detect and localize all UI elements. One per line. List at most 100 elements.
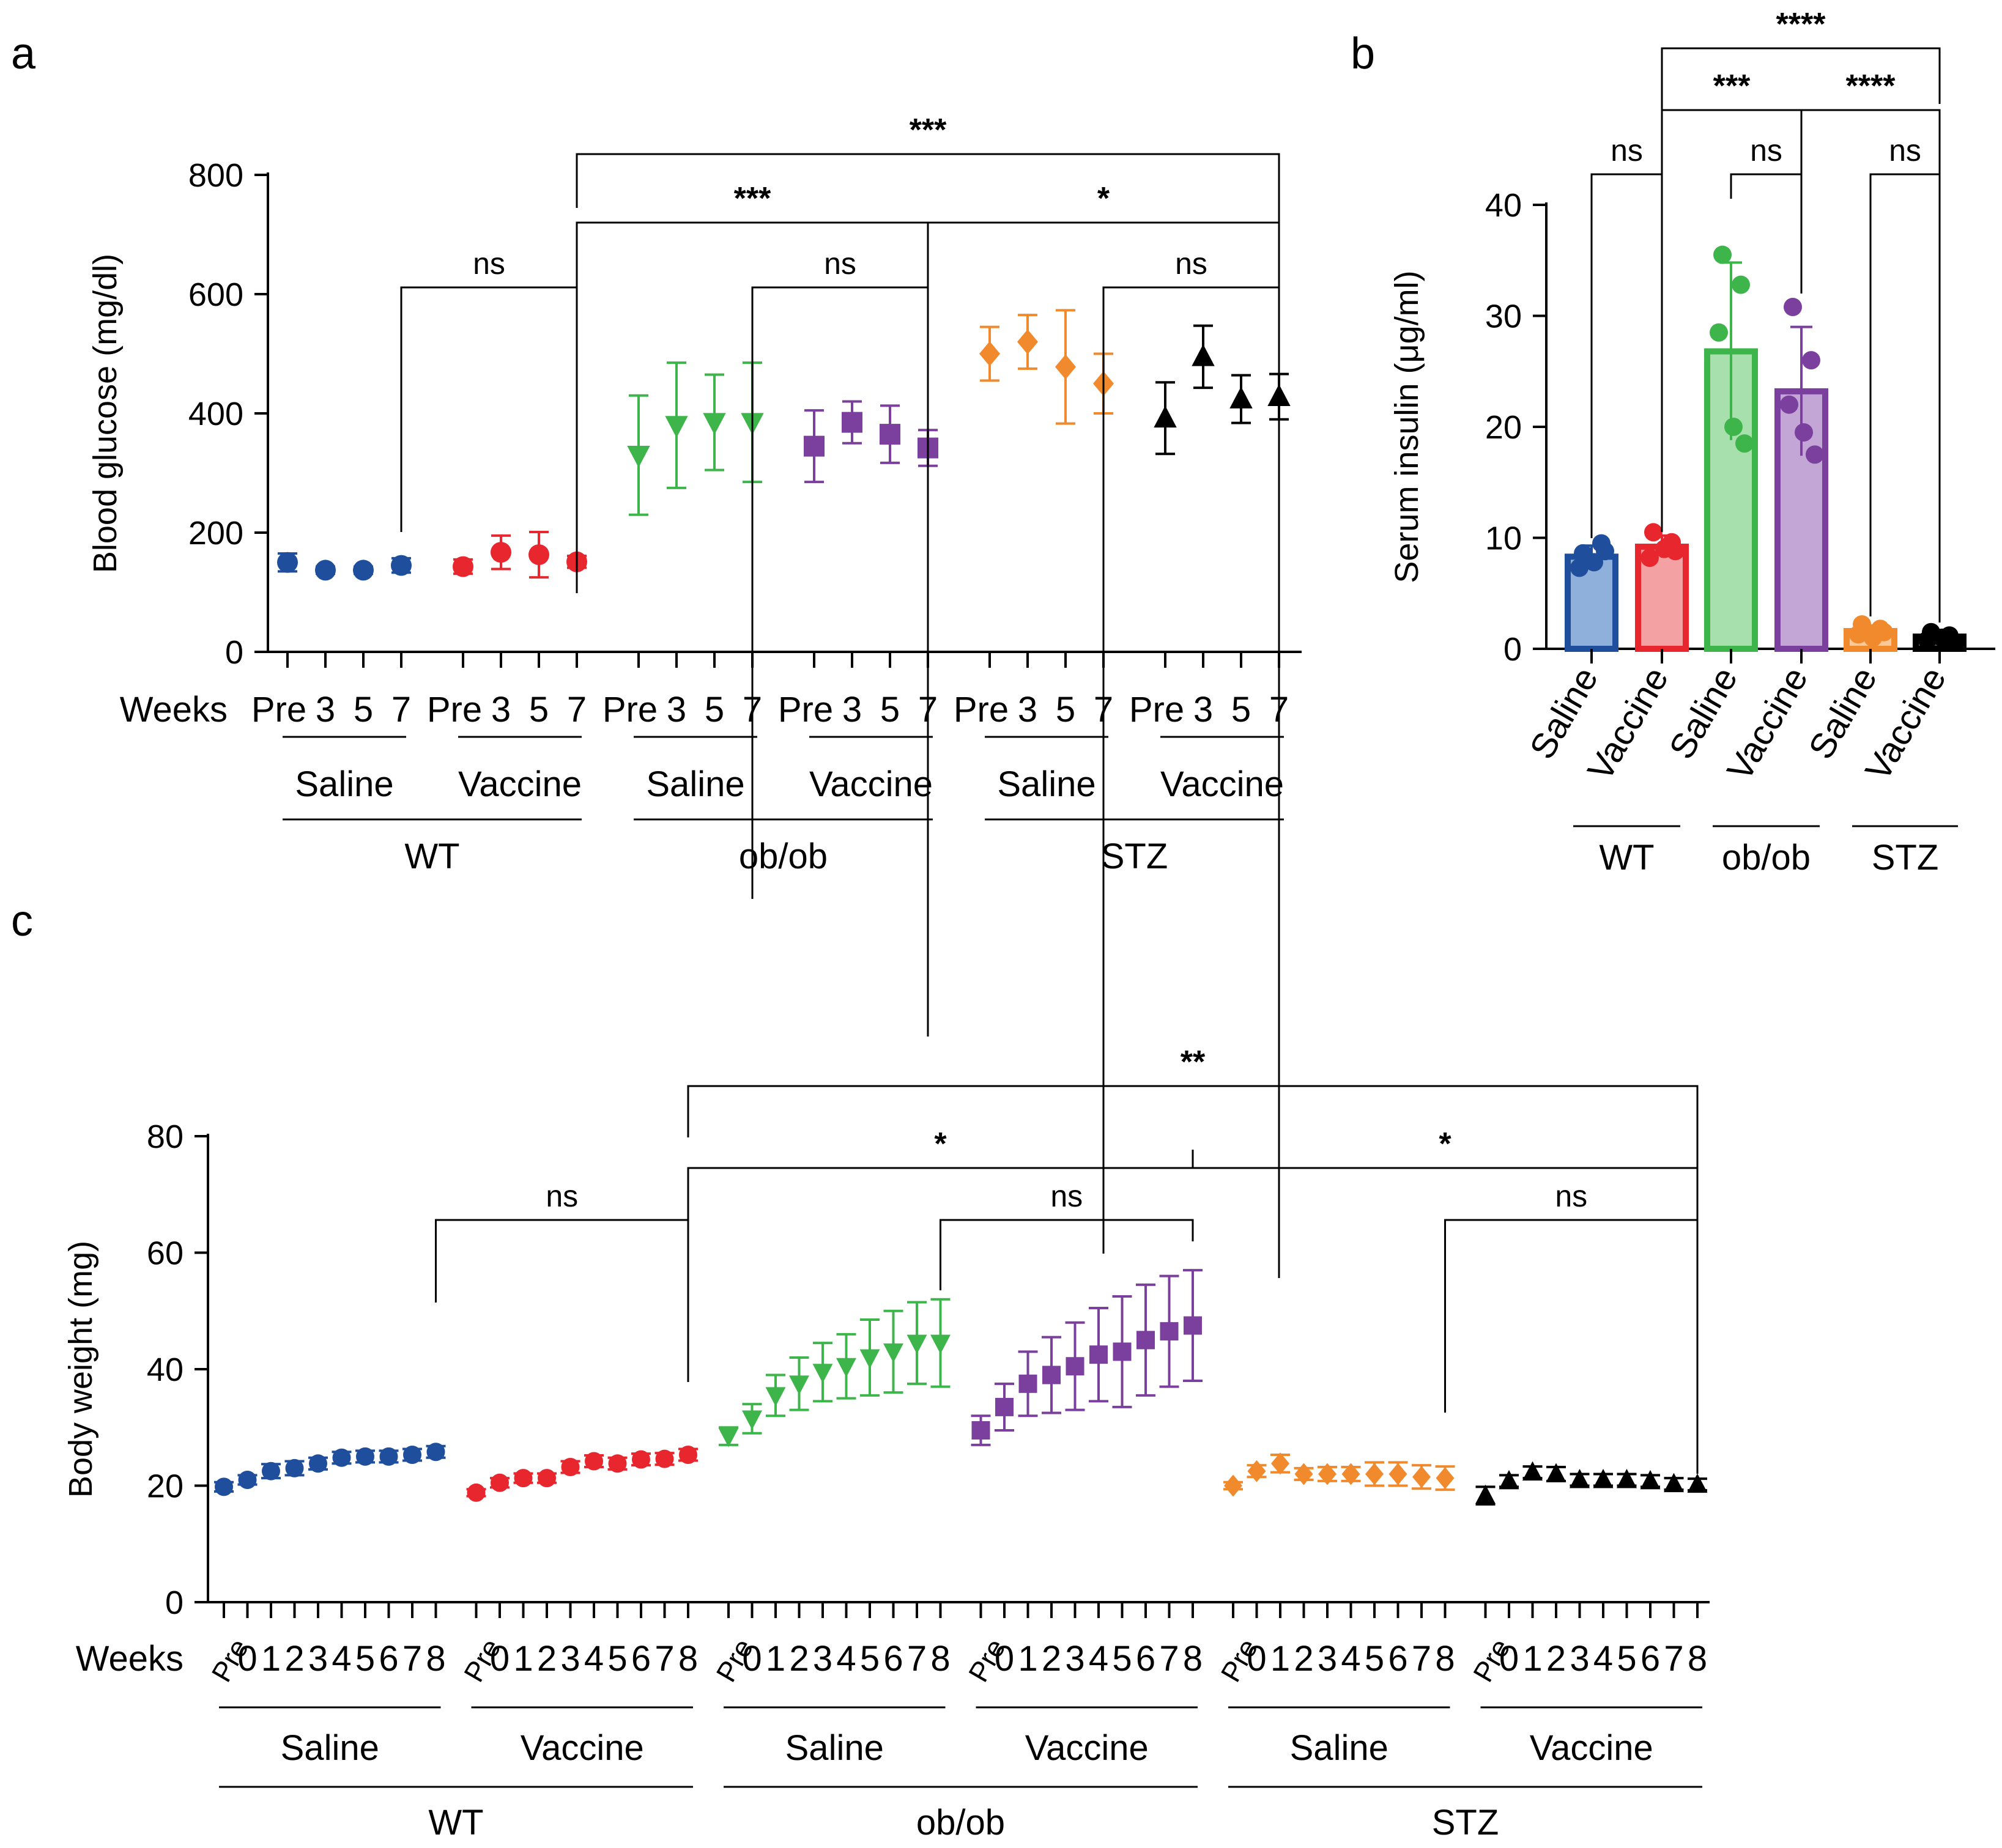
data-point	[491, 1473, 509, 1492]
comparison-bracket-label: ****	[1846, 68, 1896, 104]
data-point	[627, 445, 650, 468]
x-tick-label: 3	[1018, 690, 1037, 730]
x-tick-label: 1	[1018, 1639, 1037, 1679]
x-tick-label: 6	[1388, 1639, 1407, 1679]
data-point	[215, 1477, 233, 1496]
data-point	[453, 556, 473, 577]
data-point	[332, 1448, 351, 1467]
data-point	[353, 560, 374, 581]
comparison-bracket-label: ns	[1750, 133, 1782, 168]
data-point	[491, 542, 511, 563]
data-point	[906, 1334, 927, 1355]
comparison-bracket-label: ns	[824, 246, 856, 281]
data-point	[1184, 1316, 1202, 1335]
x-tick-label: 3	[813, 1639, 832, 1679]
x-tick-label: Pre	[602, 690, 658, 730]
y-tick-label: 60	[147, 1235, 184, 1272]
x-tick-label: Pre	[427, 690, 482, 730]
data-point	[1849, 625, 1867, 644]
x-axis-title-weeks: Weeks	[120, 690, 228, 730]
x-tick-label: 2	[1042, 1639, 1061, 1679]
treatment-label: Saline	[295, 764, 393, 804]
y-tick-label: 0	[1503, 631, 1522, 668]
x-tick-label: 3	[667, 690, 686, 730]
treatment-label: Vaccine	[809, 764, 933, 804]
comparison-bracket	[400, 286, 578, 593]
x-tick-label: 2	[1546, 1639, 1566, 1679]
comparison-bracket	[687, 1085, 1699, 1468]
data-point	[632, 1450, 650, 1469]
y-axis-title: Body weight (mg)	[62, 1241, 99, 1498]
treatment-label: Saline	[281, 1728, 379, 1768]
x-tick-label: 0	[995, 1639, 1014, 1679]
panel-letter-c: c	[11, 896, 33, 945]
x-tick-label: 8	[930, 1639, 950, 1679]
comparison-bracket	[751, 286, 929, 1037]
data-point	[262, 1462, 280, 1480]
x-tick-label: 5	[1365, 1639, 1384, 1679]
comparison-bracket-label: ns	[473, 246, 505, 281]
x-tick-label: 7	[1412, 1639, 1431, 1679]
data-point	[742, 1410, 762, 1430]
data-point	[285, 1458, 304, 1477]
x-tick-label: 1	[766, 1639, 785, 1679]
data-point	[1944, 633, 1962, 652]
x-tick-label: 0	[490, 1639, 510, 1679]
x-axis-title-weeks: Weeks	[76, 1639, 184, 1679]
x-tick-label: 5	[860, 1639, 880, 1679]
x-tick-label: 8	[1688, 1639, 1707, 1679]
data-point	[561, 1458, 580, 1477]
x-tick-label: 3	[1318, 1639, 1337, 1679]
data-point	[971, 1421, 990, 1440]
data-point	[1735, 434, 1754, 453]
comparison-bracket	[1869, 173, 1941, 623]
data-point	[1687, 1473, 1708, 1493]
x-tick-label: 6	[1641, 1639, 1660, 1679]
comparison-bracket-label: ns	[1611, 133, 1643, 168]
x-tick-label: 6	[1136, 1639, 1155, 1679]
x-tick-label: 8	[1183, 1639, 1203, 1679]
data-point	[930, 1334, 951, 1355]
comparison-bracket	[1444, 1219, 1699, 1474]
data-point	[1795, 423, 1813, 442]
group-label-wt: WT	[428, 1803, 483, 1842]
x-tick-label: 4	[1341, 1639, 1360, 1679]
x-tick-label: 5	[529, 690, 549, 730]
y-tick-label: 20	[147, 1468, 184, 1505]
x-tick-label: 7	[654, 1639, 674, 1679]
x-tick-label: Pre	[778, 690, 833, 730]
data-point	[1570, 1468, 1590, 1488]
comparison-bracket-label: ns	[1050, 1179, 1083, 1213]
data-point	[1136, 1331, 1155, 1350]
data-point	[356, 1447, 374, 1466]
data-point	[538, 1469, 556, 1488]
comparison-bracket-label: *	[934, 1126, 947, 1162]
group-label-stz: STZ	[1101, 837, 1168, 876]
y-tick-label: 600	[188, 276, 243, 313]
data-point	[1318, 1463, 1337, 1485]
treatment-label: Saline	[646, 764, 744, 804]
y-axis-title: Serum insulin (μg/ml)	[1388, 270, 1425, 583]
data-point	[812, 1364, 833, 1383]
data-point	[1294, 1463, 1313, 1485]
comparison-bracket	[1800, 109, 1941, 605]
x-tick-label: 5	[1231, 690, 1251, 730]
x-tick-label: 3	[491, 690, 511, 730]
comparison-bracket-label: ***	[1713, 68, 1751, 104]
comparison-bracket	[940, 1219, 1194, 1290]
data-point	[1160, 1322, 1179, 1341]
data-point	[1918, 630, 1937, 649]
data-point	[1596, 542, 1614, 561]
group-label-stz: STZ	[1872, 838, 1939, 878]
data-point	[1224, 1474, 1242, 1497]
data-point	[979, 341, 1000, 366]
comparison-bracket	[576, 153, 1280, 508]
x-tick-label: 2	[537, 1639, 557, 1679]
data-point	[514, 1469, 533, 1488]
treatment-label: Vaccine	[521, 1728, 644, 1768]
comparison-bracket-label: ns	[1555, 1179, 1587, 1213]
